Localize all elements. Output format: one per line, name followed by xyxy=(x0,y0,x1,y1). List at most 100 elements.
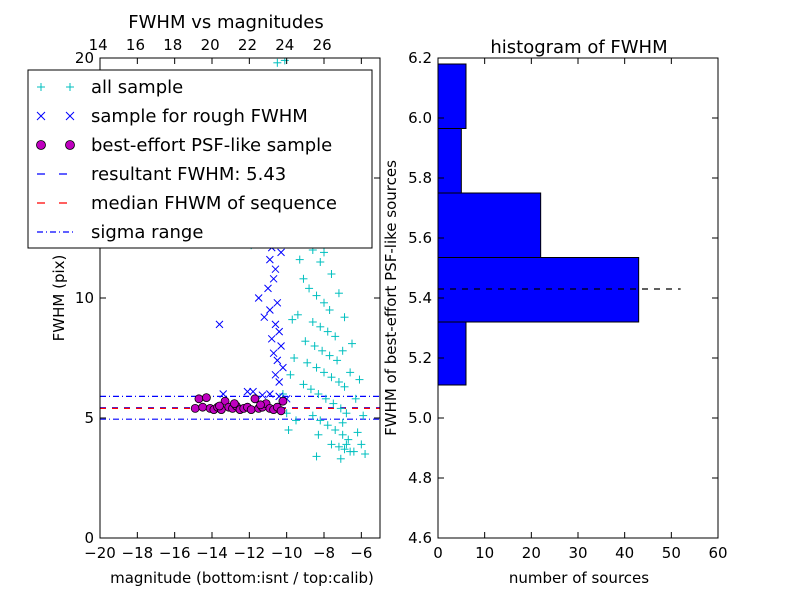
legend-label: sample for rough FWHM xyxy=(91,106,308,127)
all-sample-point xyxy=(306,385,315,394)
all-sample-point xyxy=(320,248,328,257)
all-sample-point xyxy=(312,452,321,461)
rough-sample-point xyxy=(243,387,252,396)
x-tick-label: 40 xyxy=(615,544,634,562)
x-tick-label: 20 xyxy=(522,544,541,562)
all-sample-point xyxy=(303,358,312,367)
x-tick-label: 0 xyxy=(433,544,443,562)
all-sample-point xyxy=(280,58,289,65)
x-tick-label: −10 xyxy=(271,544,303,562)
histogram-bar xyxy=(437,128,462,194)
rough-sample-point xyxy=(249,387,257,396)
all-sample-point xyxy=(342,409,351,418)
all-sample-point xyxy=(323,421,332,430)
all-sample-point xyxy=(325,351,334,360)
top-x-tick-label: 24 xyxy=(275,36,294,54)
rough-sample-point xyxy=(271,370,280,379)
all-sample-point xyxy=(336,404,345,413)
rough-sample-point xyxy=(273,298,282,307)
y-tick-label: 5.4 xyxy=(408,289,432,307)
rough-sample-point xyxy=(269,274,278,283)
all-sample-point xyxy=(327,270,336,278)
all-sample-point xyxy=(316,258,325,266)
histogram-bar xyxy=(437,63,467,129)
all-sample-point xyxy=(312,291,321,300)
legend-label: resultant FWHM: 5.43 xyxy=(91,164,286,185)
all-sample-point xyxy=(299,380,308,389)
top-x-tick-label: 20 xyxy=(201,36,220,54)
all-sample-point xyxy=(323,327,332,336)
histogram-y-label: FWHM of best-effort PSF-like sources xyxy=(382,160,400,436)
rough-sample-point xyxy=(271,320,280,329)
psf-sample-point xyxy=(229,399,239,409)
rough-sample-point xyxy=(219,390,228,398)
all-sample-point xyxy=(340,445,349,454)
all-sample-point xyxy=(336,454,345,463)
rough-sample-point xyxy=(264,284,272,293)
psf-sample-point xyxy=(250,394,260,404)
histogram-bar xyxy=(437,192,542,258)
rough-sample-point xyxy=(271,265,280,274)
x-tick-label: −18 xyxy=(122,544,154,562)
y-tick-label: 10 xyxy=(75,289,94,307)
all-sample-point xyxy=(308,318,317,326)
all-sample-point xyxy=(288,315,297,324)
y-tick-label: 5 xyxy=(84,409,94,427)
rough-sample-point xyxy=(277,248,285,257)
all-sample-point xyxy=(333,356,342,365)
y-tick-label: 6.0 xyxy=(408,109,432,127)
all-sample-point xyxy=(357,440,366,449)
x-tick-label: 30 xyxy=(568,544,587,562)
all-sample-point xyxy=(338,418,347,427)
y-tick-label: 6.2 xyxy=(408,49,432,67)
all-sample-point xyxy=(320,298,328,307)
rough-sample-point xyxy=(266,306,274,314)
all-sample-point xyxy=(284,426,293,434)
rough-sample-point xyxy=(277,342,285,350)
all-sample-point xyxy=(278,390,287,398)
psf-sample-point xyxy=(215,401,224,411)
rough-sample-point xyxy=(215,320,224,329)
rough-sample-point xyxy=(266,390,274,398)
legend-box xyxy=(27,69,373,249)
histogram-plot: 0 10 20 30 40 50 60 4.6 4.8 5.0 5.2 5.4 5.6 5.8 6.0 6.2… xyxy=(382,37,728,587)
psf-sample-point xyxy=(246,405,256,415)
x-tick-label: −20 xyxy=(84,544,116,562)
all-sample-point xyxy=(346,368,355,377)
all-sample-point xyxy=(273,58,282,67)
x-tick-label: 60 xyxy=(708,544,727,562)
x-tick-label: −6 xyxy=(350,544,372,562)
y-tick-label: 5.0 xyxy=(408,409,432,427)
rough-sample-point xyxy=(254,294,263,302)
x-tick-label: −16 xyxy=(159,544,191,562)
histogram-bar xyxy=(437,257,640,323)
legend-label: sigma range xyxy=(91,222,203,243)
all-sample-point xyxy=(312,363,321,372)
all-sample-point xyxy=(331,426,340,434)
y-tick-label: 20 xyxy=(75,49,94,67)
rough-sample-point xyxy=(267,334,276,343)
all-sample-point xyxy=(293,310,302,319)
y-tick-label: 4.8 xyxy=(408,469,432,487)
psf-sample-point xyxy=(256,400,265,410)
top-x-tick-label: 18 xyxy=(163,36,182,54)
histogram-bar xyxy=(437,321,467,386)
all-sample-point xyxy=(359,411,368,420)
scatter-x-label: magnitude (bottom:isnt / top:calib) xyxy=(110,569,374,587)
top-x-tick-label: 22 xyxy=(238,36,257,54)
all-sample-point xyxy=(340,313,349,322)
all-sample-point xyxy=(344,435,353,444)
all-sample-point xyxy=(321,394,330,403)
all-sample-point xyxy=(310,342,319,350)
all-sample-point xyxy=(327,373,336,382)
all-sample-point xyxy=(329,399,338,408)
y-tick-label: 4.6 xyxy=(408,529,432,547)
all-sample-point xyxy=(318,346,327,355)
all-sample-point xyxy=(340,382,349,391)
top-x-tick-label: 16 xyxy=(126,36,145,54)
psf-sample-point xyxy=(276,406,286,416)
all-sample-point xyxy=(299,274,308,283)
y-tick-label: 5.8 xyxy=(408,169,432,187)
rough-sample-point xyxy=(275,327,284,336)
